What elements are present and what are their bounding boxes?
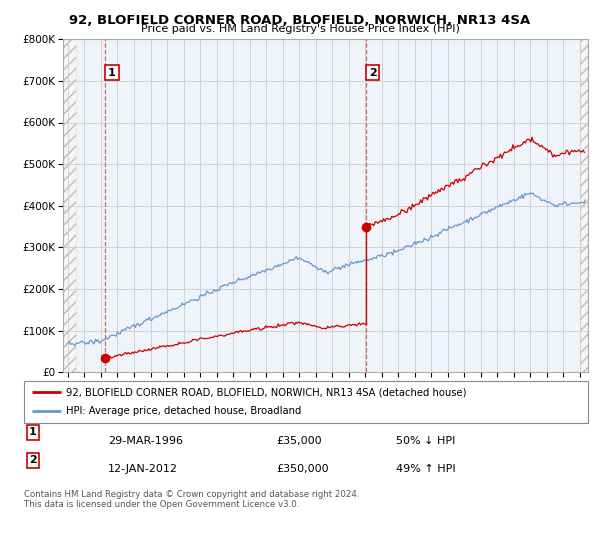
Text: £35,000: £35,000 [276, 436, 322, 446]
Text: 49% ↑ HPI: 49% ↑ HPI [396, 464, 455, 474]
Bar [580, 39, 588, 372]
Bar [76, 39, 580, 372]
Text: 92, BLOFIELD CORNER ROAD, BLOFIELD, NORWICH, NR13 4SA: 92, BLOFIELD CORNER ROAD, BLOFIELD, NORW… [70, 14, 530, 27]
Text: £350,000: £350,000 [276, 464, 329, 474]
Text: 2: 2 [369, 68, 377, 77]
Text: 2: 2 [29, 455, 37, 465]
FancyBboxPatch shape [24, 381, 588, 423]
Bar [580, 39, 588, 372]
Text: Price paid vs. HM Land Registry's House Price Index (HPI): Price paid vs. HM Land Registry's House … [140, 24, 460, 34]
Bar [63, 39, 76, 372]
Text: 29-MAR-1996: 29-MAR-1996 [108, 436, 183, 446]
Text: 1: 1 [29, 427, 37, 437]
Text: 12-JAN-2012: 12-JAN-2012 [108, 464, 178, 474]
Text: 50% ↓ HPI: 50% ↓ HPI [396, 436, 455, 446]
Text: 1: 1 [108, 68, 116, 77]
Text: 92, BLOFIELD CORNER ROAD, BLOFIELD, NORWICH, NR13 4SA (detached house): 92, BLOFIELD CORNER ROAD, BLOFIELD, NORW… [66, 387, 467, 397]
Text: HPI: Average price, detached house, Broadland: HPI: Average price, detached house, Broa… [66, 407, 302, 417]
Bar [63, 39, 76, 372]
Text: Contains HM Land Registry data © Crown copyright and database right 2024.
This d: Contains HM Land Registry data © Crown c… [24, 490, 359, 510]
